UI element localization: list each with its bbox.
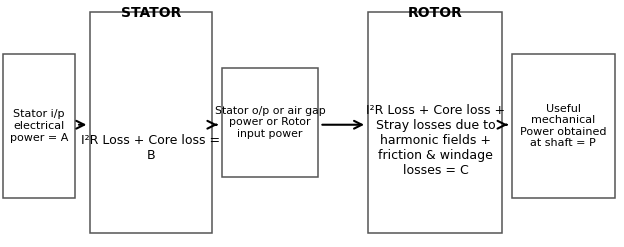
FancyBboxPatch shape (3, 54, 75, 198)
Text: ROTOR: ROTOR (408, 6, 463, 20)
FancyBboxPatch shape (512, 54, 615, 198)
FancyBboxPatch shape (90, 12, 212, 233)
Text: STATOR: STATOR (121, 6, 181, 20)
FancyBboxPatch shape (368, 12, 502, 233)
Text: I²R Loss + Core loss =
B: I²R Loss + Core loss = B (82, 134, 220, 162)
Text: Stator o/p or air gap
power or Rotor
input power: Stator o/p or air gap power or Rotor inp… (215, 106, 325, 139)
FancyBboxPatch shape (222, 68, 318, 177)
Text: I²R Loss + Core loss +
Stray losses due to
harmonic fields +
friction & windage
: I²R Loss + Core loss + Stray losses due … (366, 104, 505, 177)
Text: Stator i/p
electrical
power = A: Stator i/p electrical power = A (10, 109, 68, 143)
Text: Useful
mechanical
Power obtained
at shaft = P: Useful mechanical Power obtained at shaf… (520, 103, 607, 148)
